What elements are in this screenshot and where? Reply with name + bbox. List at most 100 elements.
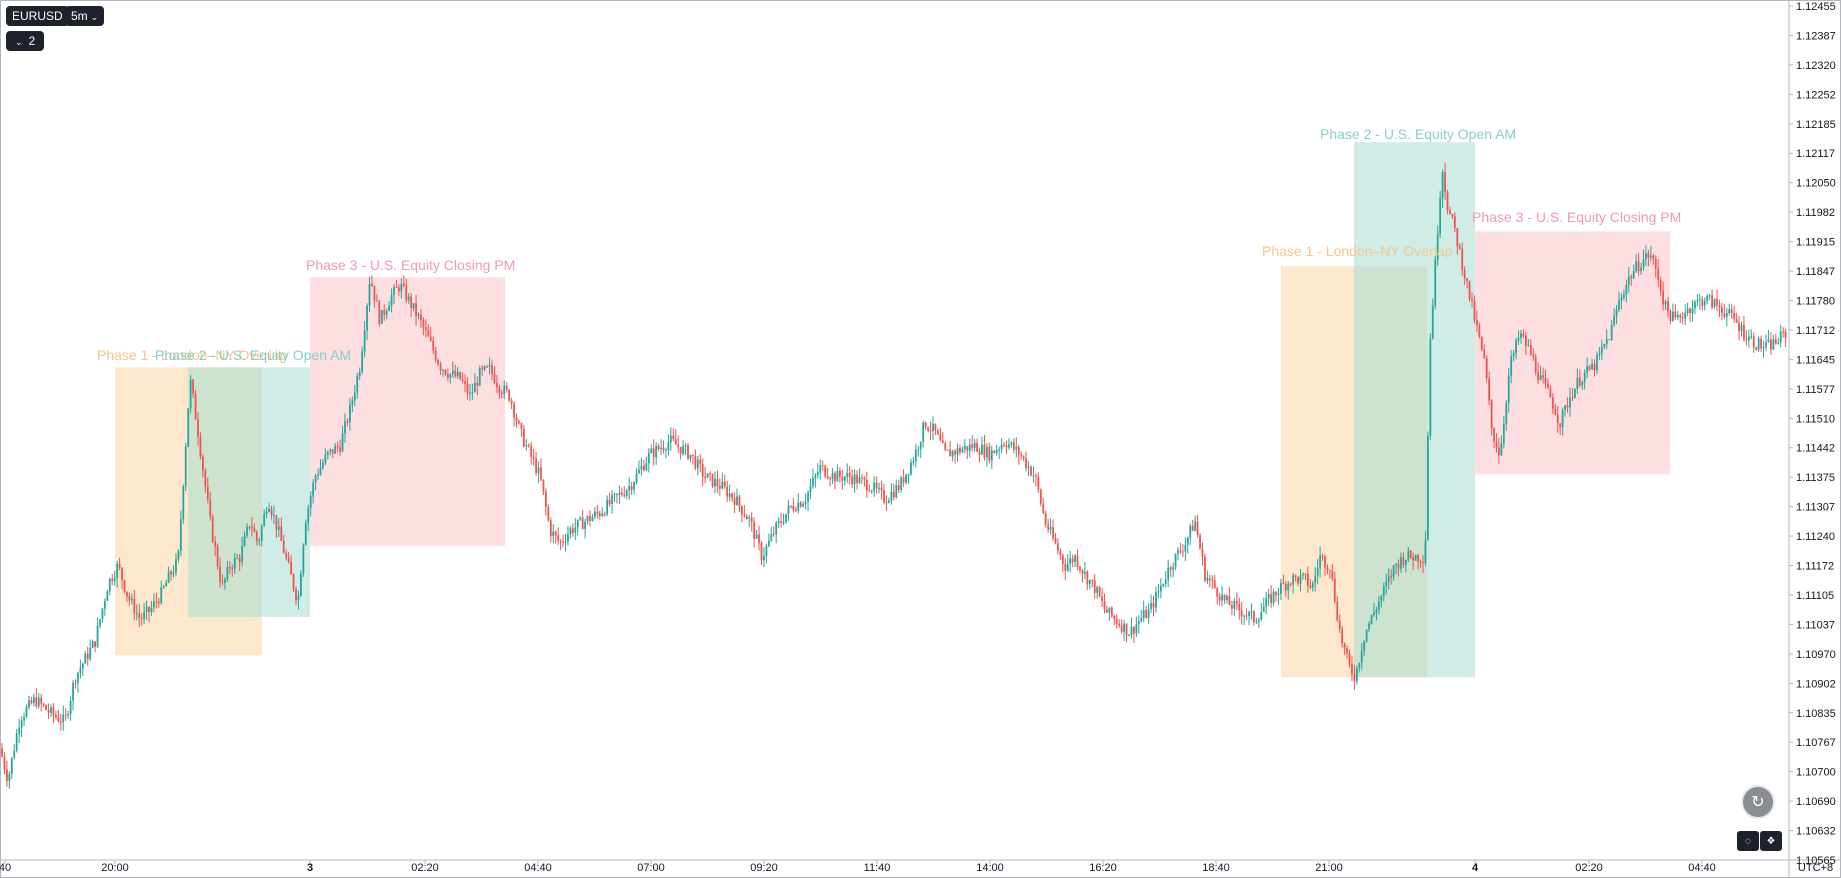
- candle-body-179: [439, 364, 442, 371]
- candle-body-476: [1167, 567, 1170, 580]
- timezone-label[interactable]: UTC+8: [1797, 862, 1834, 874]
- candle-body-453: [1110, 607, 1113, 616]
- candle-body-727: [1782, 331, 1785, 333]
- candle-body-411: [1008, 444, 1010, 448]
- candle-body-101: [248, 526, 251, 528]
- candle-body-455: [1115, 618, 1118, 624]
- candle-body-682: [1672, 311, 1674, 321]
- candle-body-291: [714, 478, 716, 487]
- candle-body-175: [429, 336, 432, 341]
- candle-body-394: [966, 446, 969, 451]
- candle-body-150: [368, 283, 371, 306]
- candle-body-335: [821, 465, 824, 467]
- candle-body-140: [344, 421, 346, 434]
- candle-body-65: [160, 587, 163, 604]
- candle-body-86: [211, 516, 214, 542]
- candle-body-53: [130, 598, 133, 601]
- candle-body-71: [175, 559, 177, 573]
- candle-body-660: [1618, 300, 1620, 310]
- candle-body-253: [620, 492, 623, 495]
- candle-body-475: [1164, 579, 1167, 584]
- candle-body-308: [755, 534, 758, 539]
- candle-body-21: [52, 707, 55, 715]
- fit-screen-button[interactable]: ❖: [1760, 831, 1782, 851]
- candle-body-141: [346, 421, 349, 423]
- candle-body-132: [324, 455, 327, 463]
- candle-body-279: [684, 445, 687, 447]
- interval-button[interactable]: 5m ⌄: [65, 6, 105, 26]
- candle-body-470: [1152, 603, 1155, 608]
- candle-body-474: [1162, 583, 1165, 586]
- candle-body-510: [1250, 611, 1253, 613]
- refresh-icon: ↻: [1751, 794, 1765, 811]
- candle-body-679: [1664, 301, 1667, 305]
- candle-body-222: [545, 491, 547, 508]
- candle-body-437: [1071, 558, 1074, 562]
- auto-scale-button[interactable]: ◌: [1737, 831, 1759, 851]
- candle-body-596: [1461, 248, 1464, 271]
- candle-body-305: [748, 517, 751, 520]
- candle-body-492: [1206, 578, 1209, 581]
- candle-body-613: [1502, 423, 1505, 444]
- candle-body-82: [202, 456, 204, 471]
- candle-body-188: [461, 378, 464, 382]
- candle-body-19: [47, 710, 50, 713]
- candle-body-690: [1691, 308, 1694, 314]
- candle-body-160: [393, 286, 395, 296]
- candle-body-255: [625, 490, 628, 496]
- candle-body-665: [1630, 276, 1633, 279]
- price-tick-label: 1.10700: [1796, 767, 1836, 779]
- price-tick-label: 1.12185: [1796, 119, 1836, 131]
- price-tick-label: 1.11172: [1796, 561, 1834, 573]
- candle-body-135: [331, 449, 334, 454]
- candle-body-336: [824, 465, 827, 477]
- candle-body-226: [554, 531, 557, 536]
- candle-body-217: [532, 456, 535, 459]
- candle-body-310: [760, 543, 763, 561]
- indicators-toggle-button[interactable]: ⌄ 2: [6, 31, 45, 51]
- candle-body-328: [804, 501, 807, 505]
- candle-body-37: [91, 641, 94, 648]
- candle-body-190: [466, 383, 469, 394]
- candle-body-153: [375, 300, 378, 302]
- candle-body-266: [652, 448, 655, 458]
- candle-body-556: [1363, 640, 1366, 652]
- candle-body-412: [1010, 442, 1013, 445]
- candle-body-158: [388, 305, 390, 311]
- phase-zone-2: [310, 277, 505, 546]
- candle-body-325: [797, 502, 800, 511]
- phase-zone-label-3: Phase 1 - London–NY Overlap: [1262, 243, 1453, 259]
- candle-body-104: [255, 531, 258, 541]
- candle-body-512: [1255, 621, 1258, 623]
- candle-body-116: [285, 553, 288, 558]
- candle-body-244: [598, 513, 601, 516]
- candle-body-286: [701, 464, 704, 477]
- candle-body-652: [1598, 353, 1601, 355]
- candle-body-216: [530, 445, 533, 457]
- candle-body-517: [1267, 594, 1270, 599]
- candle-body-599: [1468, 280, 1471, 300]
- candle-body-69: [170, 571, 172, 575]
- candle-body-449: [1101, 596, 1103, 602]
- candle-body-346: [848, 472, 851, 477]
- candle-body-520: [1275, 591, 1277, 595]
- candle-body-300: [736, 496, 738, 506]
- candle-body-593: [1453, 216, 1456, 229]
- candle-body-323: [792, 506, 795, 511]
- symbol-button[interactable]: EURUSD: [6, 6, 69, 26]
- candle-body-169: [415, 303, 417, 316]
- candle-body-318: [780, 521, 782, 523]
- scroll-to-realtime-button[interactable]: ↻: [1741, 785, 1775, 819]
- candle-body-577: [1414, 555, 1417, 561]
- candle-body-708: [1735, 319, 1738, 323]
- candle-body-189: [464, 381, 466, 384]
- price-tick-label: 1.10767: [1796, 737, 1836, 749]
- time-tick-label: 09:20: [750, 862, 778, 874]
- candle-body-486: [1191, 525, 1194, 531]
- candle-body-110: [270, 508, 273, 516]
- candle-body-26: [64, 714, 67, 716]
- candle-body-667: [1635, 261, 1638, 271]
- candle-body-40: [99, 619, 101, 626]
